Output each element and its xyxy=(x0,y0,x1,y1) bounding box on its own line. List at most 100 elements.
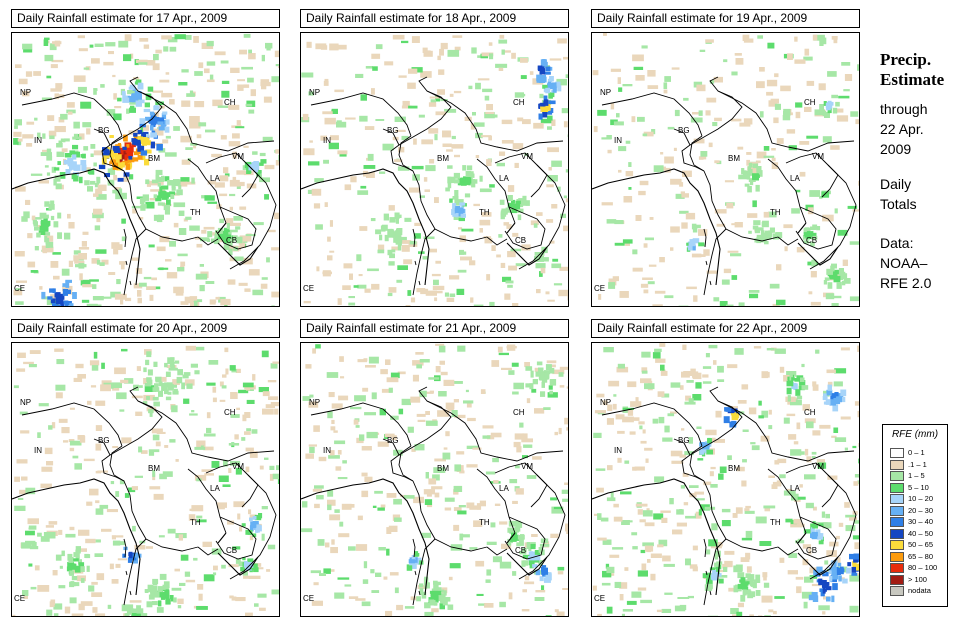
country-label: NP xyxy=(309,88,320,97)
map-canvas: NP CH IN BG BM VM LA TH CB CE xyxy=(592,33,859,306)
legend-label: 40 – 50 xyxy=(908,528,934,538)
data-source-line2: RFE 2.0 xyxy=(880,275,932,291)
rainfall-panel: Daily Rainfall estimate for 19 Apr., 200… xyxy=(591,9,860,307)
legend-rows: 0 – 1 .1 – 1 1 – 5 5 – 10 10 – 20 20 – 30 30 –… xyxy=(883,447,947,597)
country-label: CB xyxy=(515,546,526,555)
country-label: TH xyxy=(479,518,490,527)
country-label: IN xyxy=(614,446,622,455)
legend-label: 20 – 30 xyxy=(908,505,934,515)
rainfall-map: NP CH IN BG BM VM LA TH CB CE xyxy=(300,342,569,617)
country-label: IN xyxy=(34,446,42,455)
legend-label: > 100 xyxy=(908,574,927,584)
rain-cells xyxy=(406,361,564,609)
country-borders xyxy=(592,386,857,606)
legend-swatch xyxy=(890,563,904,573)
totals-text: Totals xyxy=(880,196,917,212)
through-date-day: 22 Apr. xyxy=(880,121,924,137)
map-canvas: NP CH IN BG BM VM LA TH CB CE xyxy=(301,34,568,306)
legend-label: 65 – 80 xyxy=(908,551,934,561)
rainfall-map: NP CH IN BG BM VM LA TH CB CE xyxy=(300,32,569,307)
country-label: NP xyxy=(20,88,31,97)
rainfall-panel: Daily Rainfall estimate for 20 Apr., 200… xyxy=(11,319,280,617)
country-label: CH xyxy=(224,408,236,417)
country-label: TH xyxy=(770,208,781,217)
country-label: VM xyxy=(812,462,824,471)
country-label: LA xyxy=(210,174,220,183)
country-label: IN xyxy=(614,136,622,145)
legend-item: .1 – 1 xyxy=(883,459,947,471)
rainfall-map: NP CH IN BG BM VM LA TH CB CE xyxy=(11,32,280,307)
side-title-line2: Estimate xyxy=(880,70,945,89)
panel-title: Daily Rainfall estimate for 21 Apr., 200… xyxy=(300,319,569,338)
side-title: Precip. Estimate xyxy=(880,50,944,90)
legend-label: 1 – 5 xyxy=(908,471,925,480)
legend-swatch xyxy=(890,459,904,470)
legend-item: nodata xyxy=(883,585,947,597)
country-label: CE xyxy=(303,594,314,603)
legend-item: > 100 xyxy=(883,574,947,586)
legend-label: 50 – 65 xyxy=(908,540,934,549)
map-canvas: NP CH IN BG BM VM LA TH CB CE xyxy=(12,345,279,616)
legend-swatch xyxy=(890,528,904,539)
panel-title: Daily Rainfall estimate for 22 Apr., 200… xyxy=(591,319,860,338)
data-source-line1: NOAA– xyxy=(880,255,928,271)
country-label: BG xyxy=(678,126,690,135)
legend-swatch xyxy=(890,574,904,585)
country-label: BG xyxy=(387,126,399,135)
rainfall-panel: Daily Rainfall estimate for 21 Apr., 200… xyxy=(300,319,569,617)
country-label: TH xyxy=(479,208,490,217)
legend-title: RFE (mm) xyxy=(891,429,939,440)
country-label: CH xyxy=(513,98,525,107)
rainfall-map: NP CH IN BG BM VM LA TH CB CE xyxy=(591,342,860,617)
side-through: through 22 Apr. 2009 xyxy=(880,99,927,159)
through-date-year: 2009 xyxy=(880,141,912,157)
legend-label: 10 – 20 xyxy=(908,494,934,503)
legend-swatch xyxy=(890,505,904,516)
legend-swatch xyxy=(890,586,904,596)
legend-item: 40 – 50 xyxy=(883,528,947,540)
legend-swatch xyxy=(890,494,904,504)
side-daily: Daily Totals xyxy=(880,174,917,214)
country-label: BM xyxy=(728,464,740,473)
country-label: BM xyxy=(437,154,449,163)
country-label: CB xyxy=(515,236,526,245)
data-label: Data: xyxy=(880,235,914,251)
legend-label: 0 – 1 xyxy=(908,448,925,457)
rainfall-panel: Daily Rainfall estimate for 22 Apr., 200… xyxy=(591,319,860,617)
country-label: CB xyxy=(806,236,817,245)
country-label: VM xyxy=(521,462,533,471)
panel-title: Daily Rainfall estimate for 17 Apr., 200… xyxy=(11,9,280,28)
country-label: CB xyxy=(226,546,237,555)
legend-item: 30 – 40 xyxy=(883,516,947,528)
country-label: IN xyxy=(323,446,331,455)
rain-speckles xyxy=(301,343,568,616)
legend-item: 65 – 80 xyxy=(883,551,947,563)
country-label: IN xyxy=(34,136,42,145)
rainfall-map: NP CH IN BG BM VM LA TH CB CE xyxy=(11,342,280,617)
rain-speckles xyxy=(13,33,279,306)
country-label: TH xyxy=(770,518,781,527)
country-label: VM xyxy=(812,152,824,161)
country-label: CH xyxy=(513,408,525,417)
legend-label: 30 – 40 xyxy=(908,517,934,526)
panel-title: Daily Rainfall estimate for 20 Apr., 200… xyxy=(11,319,280,338)
country-label: CE xyxy=(303,284,314,293)
country-label: LA xyxy=(210,484,220,493)
country-label: CE xyxy=(14,284,25,293)
legend-label: .1 – 1 xyxy=(908,459,927,469)
country-label: CB xyxy=(806,546,817,555)
country-label: CH xyxy=(804,408,816,417)
country-label: BG xyxy=(98,436,110,445)
daily-text: Daily xyxy=(880,176,912,192)
rain-speckles xyxy=(592,33,859,306)
legend-swatch xyxy=(890,517,904,527)
country-label: BG xyxy=(678,436,690,445)
rainfall-panel: Daily Rainfall estimate for 17 Apr., 200… xyxy=(11,9,280,307)
country-borders xyxy=(592,76,857,296)
country-label: NP xyxy=(600,88,611,97)
legend-label: 5 – 10 xyxy=(908,482,929,492)
legend-item: 80 – 100 xyxy=(883,562,947,574)
country-label: BM xyxy=(728,154,740,163)
rain-speckles xyxy=(12,345,279,616)
country-label: LA xyxy=(499,484,509,493)
